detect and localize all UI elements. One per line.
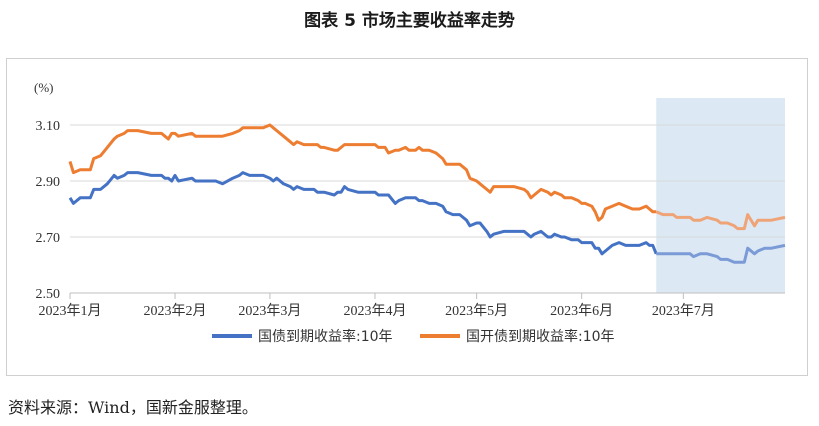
series-line-2-shaded (655, 210, 786, 231)
forecast-shaded-region (656, 98, 785, 293)
x-axis: 2023年1月 2023年2月 2023年3月 2023年4月 2023年5月 2023年… (39, 293, 715, 319)
source-note: 资料来源：Wind，国新金服整理。 (8, 398, 258, 417)
y-axis-unit: (%) (34, 80, 54, 95)
series-line-1 (68, 171, 658, 256)
x-tick-label: 2023年2月 (144, 303, 207, 319)
y-tick-label: 2.90 (36, 175, 61, 190)
legend: 国债到期收益率:10年 国开债到期收益率:10年 (212, 328, 615, 345)
series-line-1-shaded (656, 243, 786, 264)
x-tick-label: 2023年5月 (445, 303, 508, 319)
x-tick-label: 2023年4月 (343, 303, 406, 319)
x-tick-label: 2023年3月 (238, 303, 301, 319)
series-line-2 (68, 123, 657, 222)
y-tick-label: 2.50 (36, 287, 61, 302)
x-tick-label: 2023年7月 (652, 303, 715, 319)
x-tick-label: 2023年1月 (39, 303, 102, 319)
y-tick-label: 2.70 (36, 231, 61, 246)
y-tick-label: 3.10 (36, 119, 61, 134)
series-lines (68, 123, 786, 264)
figure-title: 图表 5 市场主要收益率走势 (304, 11, 515, 31)
legend-label: 国债到期收益率:10年 (258, 328, 393, 345)
legend-label: 国开债到期收益率:10年 (466, 328, 615, 345)
x-tick-label: 2023年6月 (550, 303, 613, 319)
y-axis: 2.50 2.70 2.90 3.10 (36, 119, 61, 302)
grid-lines (70, 124, 785, 294)
